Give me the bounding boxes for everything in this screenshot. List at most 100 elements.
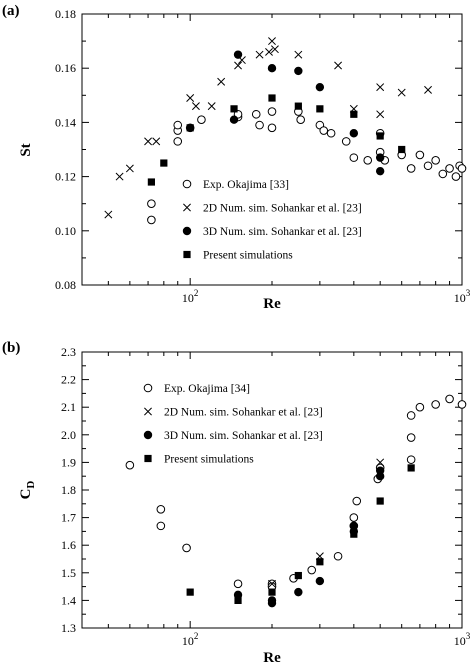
data-point [375, 166, 385, 176]
data-point [186, 124, 194, 132]
legend-label: 2D Num. sim. Sohankar et al. [23] [164, 407, 323, 419]
data-point [349, 513, 359, 522]
data-point [352, 496, 362, 506]
data-point [350, 530, 358, 538]
data-point [349, 153, 359, 162]
legend-label: 3D Num. sim. Sohankar et al. [23] [164, 430, 323, 442]
y-tick-label: 0.16 [55, 61, 76, 75]
y-tick-label: 0.12 [55, 170, 76, 184]
data-point [294, 66, 303, 76]
data-point [268, 579, 276, 588]
y-tick-label: 2.3 [61, 345, 76, 359]
data-point [376, 458, 385, 467]
data-point [319, 126, 329, 135]
data-point [255, 120, 264, 130]
data-point [233, 50, 243, 59]
data-point [294, 587, 303, 597]
legend-label: Present simulations [164, 454, 254, 466]
data-point [234, 596, 242, 604]
data-point [115, 172, 124, 181]
data-point [125, 460, 135, 470]
y-tick-label: 0.14 [55, 115, 76, 129]
data-point [160, 159, 168, 167]
data-series [233, 466, 385, 608]
data-point [294, 50, 303, 59]
data-point [296, 115, 305, 124]
y-tick-label: 1.5 [61, 566, 76, 580]
data-point [415, 150, 425, 160]
data-series [229, 50, 385, 176]
data-point [152, 137, 161, 146]
data-point [104, 210, 113, 219]
data-point [255, 50, 264, 59]
data-point [268, 37, 276, 46]
data-point [406, 455, 416, 464]
data-point [350, 110, 358, 118]
panel-label: (b) [2, 340, 20, 356]
data-point [197, 115, 206, 124]
data-point [457, 164, 467, 173]
legend-marker [182, 179, 192, 189]
y-axis-title: CD [18, 481, 37, 500]
legend-label: Exp. Okajima [33] [203, 179, 289, 191]
x-tick-label: 103 [454, 288, 471, 305]
data-point [191, 102, 200, 111]
data-point [376, 83, 385, 92]
y-tick-label: 1.7 [61, 511, 76, 525]
x-tick-label: 103 [454, 631, 471, 648]
data-point [265, 47, 273, 56]
data-point [375, 472, 385, 481]
y-tick-label: 1.8 [61, 483, 76, 497]
data-point [316, 105, 324, 113]
legend-label: 2D Num. sim. Sohankar et al. [23] [203, 203, 362, 215]
data-point [334, 61, 343, 70]
data-point [423, 161, 433, 171]
data-point [217, 77, 226, 86]
legend-label: 3D Num. sim. Sohankar et al. [23] [203, 226, 362, 238]
data-point [431, 156, 440, 165]
data-point [173, 137, 183, 146]
data-point [294, 571, 302, 580]
data-point [186, 588, 194, 596]
data-point [147, 215, 156, 225]
legend-marker [183, 250, 191, 259]
chart-panel: 102 103 1.3 1.4 1.5 1.6 1.7 1.8 1.9 2.0 2.1 2.2 2.3 (… [2, 340, 471, 666]
data-point [424, 85, 432, 94]
data-point [363, 156, 373, 165]
legend-marker [143, 430, 153, 440]
y-tick-label: 1.9 [61, 455, 76, 469]
y-tick-label: 1.4 [61, 593, 76, 607]
data-point [333, 551, 343, 561]
data-point [445, 164, 454, 173]
data-point [407, 464, 415, 472]
data-point [230, 105, 238, 113]
legend: Exp. Okajima [34] 2D Num. sim. Sohankar e… [143, 383, 323, 466]
data-point [376, 497, 384, 505]
panel-label: (a) [2, 3, 20, 19]
x-tick-label: 102 [182, 288, 199, 305]
legend-label: Present simulations [203, 250, 293, 262]
data-point [406, 411, 416, 420]
data-point [406, 164, 416, 173]
x-tick-label: 102 [182, 631, 199, 648]
data-point [316, 558, 324, 566]
data-point [315, 82, 325, 92]
data-series [125, 394, 467, 591]
data-point [267, 598, 277, 608]
data-point [438, 169, 448, 179]
legend-marker [144, 454, 152, 463]
data-point [315, 576, 325, 586]
data-point [268, 94, 276, 102]
data-point [307, 565, 317, 575]
legend-marker [143, 383, 153, 393]
data-point [267, 107, 277, 116]
legend-marker [183, 203, 191, 212]
data-point [144, 137, 153, 146]
data-point [156, 521, 166, 531]
y-tick-label: 2.2 [61, 373, 76, 387]
data-point [326, 128, 336, 138]
data-point [234, 61, 242, 70]
data-point [445, 394, 454, 404]
data-point [376, 132, 384, 140]
